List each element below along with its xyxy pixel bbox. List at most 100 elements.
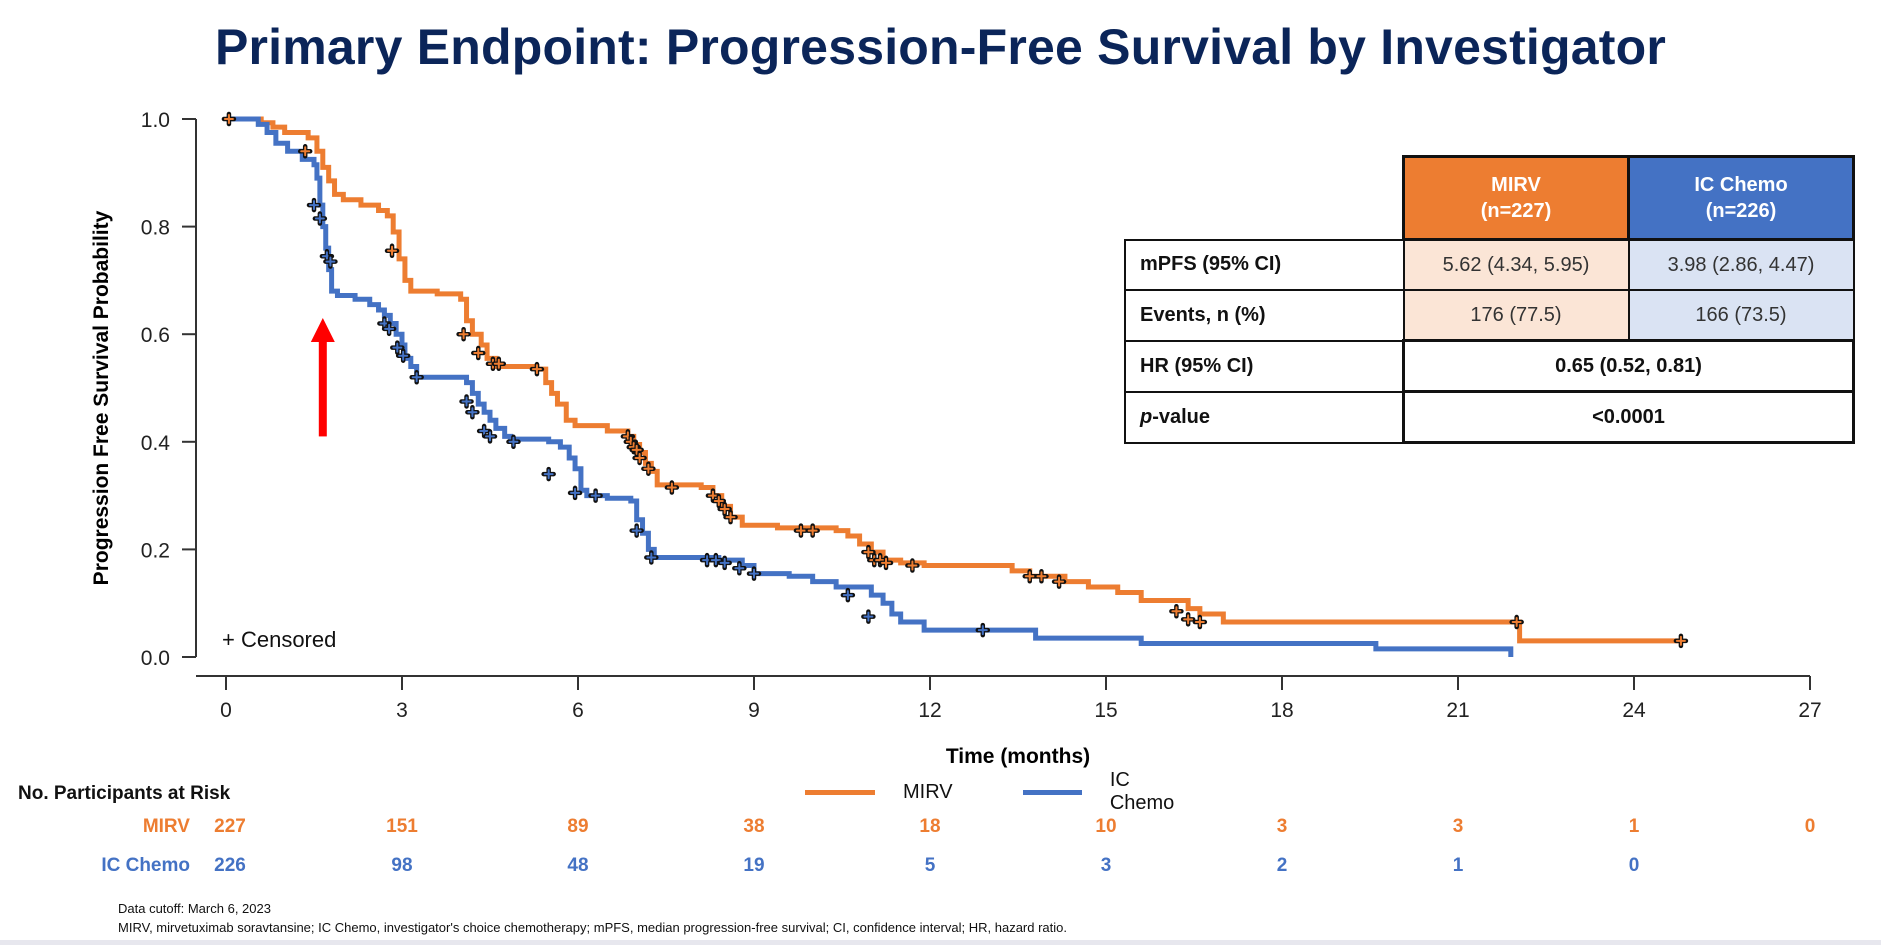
censor-mark-ic-chemo xyxy=(390,340,405,355)
censor-mark-ic-chemo xyxy=(323,254,338,269)
censor-mark-mirv xyxy=(1673,633,1689,649)
stats-table-corner xyxy=(1125,157,1404,240)
censor-mark-mirv xyxy=(717,501,732,517)
censor-plus-fill xyxy=(713,495,724,506)
censor-plus-fill xyxy=(1036,571,1047,582)
censor-mark-mirv xyxy=(1509,614,1524,630)
censor-plus-fill xyxy=(392,342,403,353)
censor-plus-fill xyxy=(461,396,472,407)
p-italic: p xyxy=(1140,405,1153,428)
censor-plus-fill xyxy=(473,348,484,359)
stats-row-label: Events, n (%) xyxy=(1124,289,1405,342)
censor-mark-mirv xyxy=(861,544,876,560)
risk-count: 1 xyxy=(1452,855,1464,876)
censor-mark-ic-chemo xyxy=(717,555,732,571)
censor-plus-fill xyxy=(631,444,642,455)
pvalue-label-rest: -value xyxy=(1152,405,1211,428)
censor-mark-ic-chemo xyxy=(588,488,603,503)
censor-plus-fill xyxy=(881,557,891,568)
risk-row-label: MIRV xyxy=(142,816,190,837)
risk-row-ic-chemo: IC Chemo 226 98 48 19 5 3 2 1 0 xyxy=(0,855,1881,879)
y-axis-title: Progression Free Survival Probability xyxy=(90,210,113,585)
stats-header-mirv-label: MIRV xyxy=(1491,174,1541,196)
censor-mark-mirv xyxy=(1180,612,1196,627)
legend-item-mirv: MIRV xyxy=(805,778,953,806)
censor-plus-fill xyxy=(479,426,490,437)
censor-mark-ic-chemo xyxy=(746,566,762,581)
censor-mark-ic-chemo xyxy=(506,434,521,450)
censor-marks xyxy=(221,111,1689,649)
censor-mark-ic-chemo xyxy=(840,587,856,603)
censor-mark-mirv xyxy=(456,326,471,342)
censor-mark-mirv xyxy=(905,558,920,573)
survival-curves xyxy=(226,116,1681,657)
censor-mark-ic-chemo xyxy=(975,622,991,638)
censor-plus-fill xyxy=(719,557,730,568)
censor-mark-mirv xyxy=(1169,604,1184,619)
risk-count: 0 xyxy=(1804,816,1816,837)
censor-plus-fill xyxy=(570,487,581,498)
risk-count: 10 xyxy=(1095,816,1117,837)
stats-row-pvalue: p-value <0.0001 xyxy=(1124,390,1855,444)
legend-label-mirv: MIRV xyxy=(903,780,953,803)
censor-plus-fill xyxy=(1054,576,1065,587)
censor-mark-mirv xyxy=(723,509,738,525)
axes: 0.0 0.2 0.4 0.6 0.8 1.0 0 3 6 9 12 15 18 21 24 27 Time (… xyxy=(90,109,1822,768)
stats-header-mirv: MIRV (n=227) xyxy=(1402,155,1630,241)
risk-count: 226 xyxy=(214,855,246,876)
censor-plus-fill xyxy=(458,329,469,340)
risk-count: 3 xyxy=(1452,816,1464,837)
x-tick-label: 27 xyxy=(1798,699,1821,722)
censor-plus-fill xyxy=(1171,606,1182,617)
risk-count: 89 xyxy=(567,816,589,837)
censor-mark-mirv xyxy=(491,356,507,372)
censor-plus-fill xyxy=(508,436,519,447)
risk-count: 48 xyxy=(567,855,589,876)
censor-plus-fill xyxy=(590,490,601,501)
censor-mark-ic-chemo xyxy=(732,560,747,576)
censor-mark-mirv xyxy=(664,480,680,495)
censor-plus-fill xyxy=(411,372,422,383)
legend-label-ic-chemo: IC Chemo xyxy=(1109,769,1175,814)
y-tick-label: 0.0 xyxy=(141,647,170,670)
censor-plus-fill xyxy=(493,358,504,369)
legend-item-ic-chemo: IC Chemo xyxy=(1023,769,1185,814)
censor-plus-fill xyxy=(1024,571,1035,582)
censor-plus-fill xyxy=(1511,617,1522,628)
y-tick-label: 0.8 xyxy=(141,217,170,240)
footnote-cutoff: Data cutoff: March 6, 2023 xyxy=(118,901,271,916)
x-tick-label: 6 xyxy=(572,699,584,722)
stats-table: MIRV (n=227) IC Chemo (n=226) mPFS (95% … xyxy=(1124,155,1855,444)
censor-plus-fill xyxy=(863,547,874,558)
x-tick-label: 15 xyxy=(1094,699,1117,722)
censor-mark-ic-chemo xyxy=(629,523,644,538)
censor-plus-fill xyxy=(795,525,806,536)
censor-mark-ic-chemo xyxy=(644,550,659,565)
censor-plus-fill xyxy=(707,490,718,501)
x-tick-label: 9 xyxy=(748,699,760,722)
red-arrow-head xyxy=(310,318,335,343)
stats-row-hr: HR (95% CI) 0.65 (0.52, 0.81) xyxy=(1124,339,1855,393)
censor-mark-ic-chemo xyxy=(459,394,474,409)
censored-legend: + Censored xyxy=(222,627,336,652)
censor-mark-mirv xyxy=(1192,614,1208,630)
censor-mark-mirv xyxy=(529,361,545,377)
risk-table-title: No. Participants at Risk xyxy=(18,783,231,804)
censor-mark-mirv xyxy=(805,523,820,538)
censor-mark-ic-chemo xyxy=(381,321,397,337)
censor-mark-mirv xyxy=(1034,569,1049,584)
stats-header-mirv-n: (n=227) xyxy=(1480,200,1552,222)
censor-mark-mirv xyxy=(793,523,809,538)
censor-plus-fill xyxy=(531,364,542,375)
censor-mark-mirv xyxy=(471,345,486,361)
risk-count: 151 xyxy=(386,816,418,837)
x-tick-label: 21 xyxy=(1446,699,1469,722)
censor-mark-mirv xyxy=(711,493,727,509)
censor-plus-fill xyxy=(863,611,874,622)
y-tick-label: 0.6 xyxy=(141,324,170,347)
censor-mark-mirv xyxy=(297,144,313,159)
stats-row-label: p-value xyxy=(1124,390,1405,444)
y-tick-label: 0.2 xyxy=(141,539,170,562)
stats-cell-ic-chemo: 166 (73.5) xyxy=(1627,289,1855,342)
censor-mark-mirv xyxy=(221,111,237,127)
